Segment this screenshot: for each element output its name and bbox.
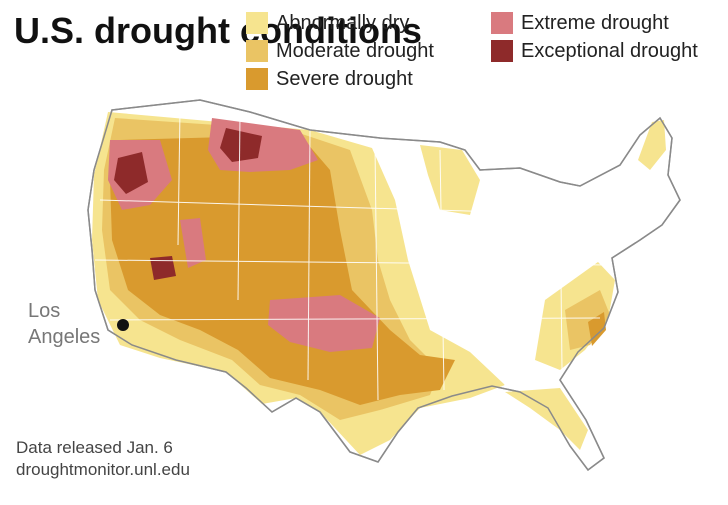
- legend-item-abnormally-dry: Abnormally dry: [246, 12, 491, 34]
- legend-label: Exceptional drought: [521, 39, 698, 62]
- zone-abnormally-dry-maine: [638, 120, 666, 170]
- legend-item-moderate-drought: Moderate drought: [246, 40, 491, 62]
- legend-label: Severe drought: [276, 67, 413, 90]
- swatch-extreme-drought: [491, 12, 513, 34]
- legend-label: Abnormally dry: [276, 11, 410, 34]
- source-url: droughtmonitor.unl.edu: [16, 460, 190, 479]
- swatch-moderate-drought: [246, 40, 268, 62]
- us-outline-stroke: [87, 99, 681, 472]
- zone-moderate-southeast: [565, 290, 610, 350]
- legend-item-severe-drought: Severe drought: [246, 68, 491, 90]
- legend-label: Moderate drought: [276, 39, 434, 62]
- state-borders: [94, 109, 611, 401]
- legend-item-exceptional-drought: Exceptional drought: [491, 40, 728, 62]
- zone-abnormally-dry-midwest: [420, 145, 480, 215]
- legend-label: Extreme drought: [521, 11, 669, 34]
- zone-extreme-nevada: [180, 218, 206, 268]
- legend-item-extreme-drought: Extreme drought: [491, 12, 728, 34]
- zone-exceptional-nevada: [150, 256, 176, 280]
- swatch-severe-drought: [246, 68, 268, 90]
- zone-exceptional-oregon: [114, 152, 148, 194]
- swatch-abnormally-dry: [246, 12, 268, 34]
- map-title: U.S. drought conditions: [14, 10, 422, 51]
- legend: Abnormally dry Extreme drought Moderate …: [246, 12, 728, 90]
- release-date: Data released Jan. 6: [16, 438, 173, 457]
- swatch-exceptional-drought: [491, 40, 513, 62]
- zone-abnormally-dry-florida: [505, 388, 588, 450]
- zone-exceptional-montana: [220, 128, 262, 162]
- source-note: Data released Jan. 6 droughtmonitor.unl.…: [16, 437, 190, 481]
- zone-extreme-southwest: [268, 295, 380, 352]
- zone-severe-nc: [588, 312, 606, 346]
- city-marker: [117, 319, 129, 331]
- city-label-los-angeles: Los Angeles: [28, 300, 101, 348]
